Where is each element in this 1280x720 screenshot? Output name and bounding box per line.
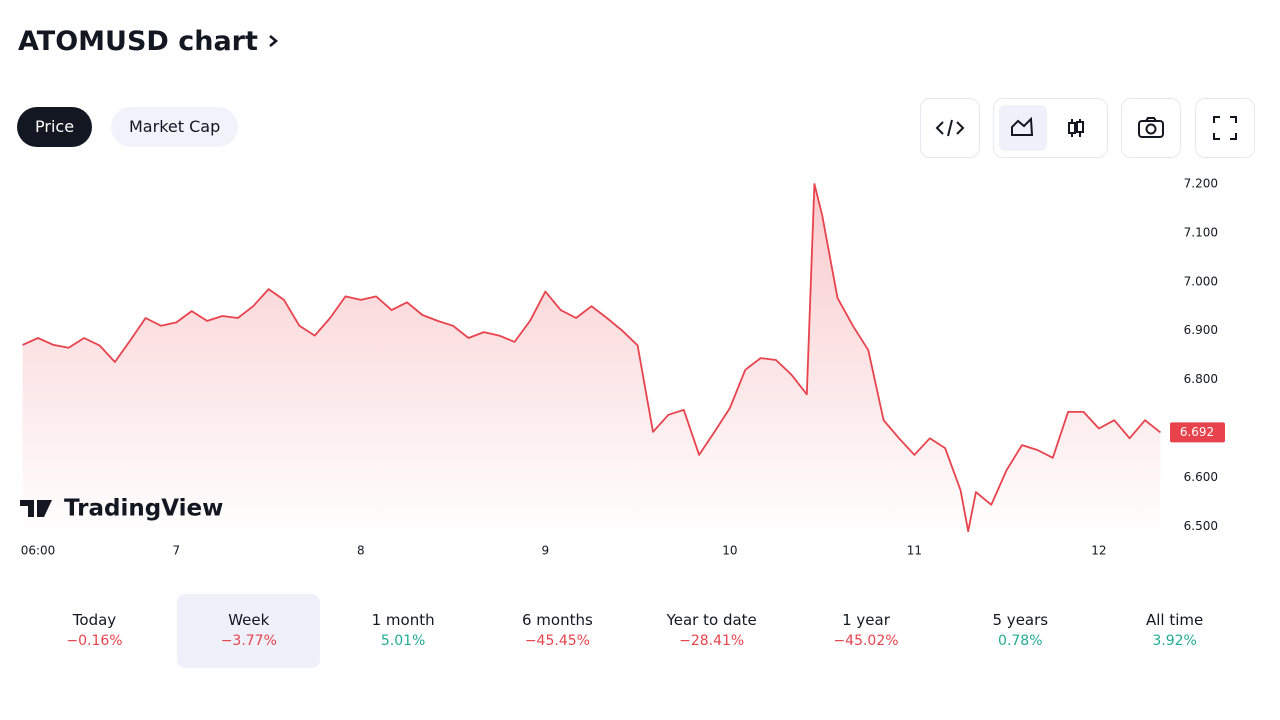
watermark-text: TradingView <box>64 496 223 522</box>
period-label: All time <box>1145 611 1204 629</box>
period-change: −0.16% <box>66 633 123 649</box>
camera-icon <box>1138 117 1164 138</box>
candle-body[interactable] <box>1068 122 1076 134</box>
period-button[interactable]: Year to date −28.41% <box>640 594 783 668</box>
chart-style-group <box>993 98 1108 158</box>
watermark-logo <box>20 500 52 517</box>
embed-button[interactable] <box>920 98 980 158</box>
tab-price[interactable]: Price <box>17 107 93 147</box>
x-tick-label: 06:00 <box>21 544 56 558</box>
x-tick-label: 9 <box>542 544 550 558</box>
y-tick-label: 6.600 <box>1184 470 1218 484</box>
x-tick-label: 8 <box>357 544 365 558</box>
y-tick-label: 7.200 <box>1184 176 1218 190</box>
chevron-icon <box>269 35 279 47</box>
fullscreen-icon <box>1213 116 1237 140</box>
title-text[interactable]: ATOMUSD chart <box>18 26 258 57</box>
area-icon <box>1011 116 1034 136</box>
period-change: −28.41% <box>679 633 745 649</box>
period-change: −45.02% <box>833 633 899 649</box>
period-button[interactable]: 6 months −45.45% <box>486 594 629 668</box>
period-button[interactable]: Today −0.16% <box>23 594 166 668</box>
last-price-label: 6.692 <box>1180 425 1214 439</box>
tab-market-cap[interactable]: Market Cap <box>111 107 239 147</box>
chart-title[interactable]: ATOMUSD chart <box>18 26 281 57</box>
period-label: Week <box>228 611 270 629</box>
period-label: 1 year <box>842 611 890 629</box>
y-tick-label: 7.100 <box>1184 225 1218 239</box>
period-button[interactable]: 5 years 0.78% <box>949 594 1092 668</box>
y-tick-label: 6.900 <box>1184 323 1218 337</box>
x-tick-label: 12 <box>1091 544 1106 558</box>
embed-icon <box>935 119 965 137</box>
x-tick-label: 11 <box>907 544 922 558</box>
period-button[interactable]: All time 3.92% <box>1103 594 1246 668</box>
period-button[interactable]: Week −3.77% <box>177 594 321 668</box>
area <box>22 184 1161 540</box>
period-button[interactable]: 1 month 5.01% <box>332 594 475 668</box>
period-label: Year to date <box>666 611 757 629</box>
period-change: −45.45% <box>524 633 590 649</box>
period-change: 5.01% <box>380 633 426 649</box>
period-change: −3.77% <box>220 633 277 649</box>
x-tick-label: 7 <box>173 544 181 558</box>
y-tick-label: 7.000 <box>1184 274 1218 288</box>
period-change: 0.78% <box>998 633 1043 649</box>
period-label: 6 months <box>521 611 593 629</box>
period-label: 5 years <box>992 611 1049 629</box>
period-button[interactable]: 1 year −45.02% <box>795 594 938 668</box>
snapshot-button[interactable] <box>1121 98 1181 158</box>
price-line <box>22 183 1161 533</box>
candle-body[interactable] <box>1076 121 1084 133</box>
x-tick-label: 10 <box>722 544 737 558</box>
fullscreen-button[interactable] <box>1195 98 1255 158</box>
y-tick-label: 6.800 <box>1184 372 1218 386</box>
last-price-box <box>1170 422 1225 443</box>
period-label: 1 month <box>371 611 435 629</box>
period-change: 3.92% <box>1152 633 1197 649</box>
price-chart: TradingView 6.500 6.600 6.800 6.900 7.000 7.1… <box>20 176 1225 558</box>
chart-style-icons <box>999 105 1084 151</box>
y-tick-label: 6.500 <box>1184 519 1218 533</box>
period-label: Today <box>72 611 117 629</box>
watermark: TradingView <box>20 496 223 522</box>
area-style-button[interactable] <box>999 105 1047 151</box>
